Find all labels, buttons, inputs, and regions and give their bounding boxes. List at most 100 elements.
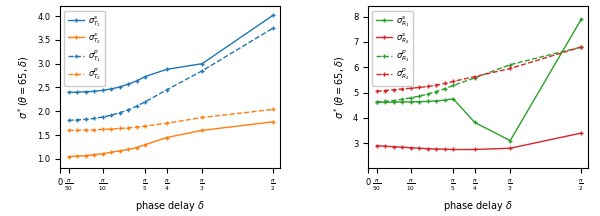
$\sigma^p_{R_1}$: [506, 64, 514, 66]
$\sigma^s_{T_1}$: [133, 79, 140, 82]
$\sigma^s_{R_2}$: [471, 148, 478, 151]
$\sigma^s_{R_2}$: [407, 146, 414, 149]
$\sigma^s_{T_2}$: [125, 148, 132, 151]
$\sigma^p_{R_2}$: [398, 88, 406, 90]
$\sigma^p_{T_1}$: [142, 100, 149, 103]
$\sigma^p_{R_1}$: [373, 101, 380, 103]
$\sigma^s_{R_1}$: [382, 101, 389, 103]
$\sigma^s_{R_2}$: [506, 147, 514, 149]
$\sigma^s_{R_1}$: [433, 100, 440, 102]
$\sigma^p_{T_1}$: [73, 119, 80, 121]
$\sigma^p_{R_1}$: [441, 87, 448, 90]
$\sigma^s_{R_1}$: [506, 139, 514, 142]
$\sigma^s_{R_1}$: [424, 100, 431, 103]
$\sigma^s_{T_1}$: [99, 89, 106, 92]
$\sigma^p_{R_1}$: [416, 95, 423, 97]
$\sigma^s_{T_1}$: [91, 90, 98, 93]
$\sigma^p_{T_2}$: [73, 129, 80, 132]
$\sigma^p_{R_2}$: [578, 46, 585, 48]
Line: $\sigma^p_{T_1}$: $\sigma^p_{T_1}$: [67, 26, 275, 122]
$\sigma^s_{T_1}$: [142, 75, 149, 78]
$\sigma^s_{R_2}$: [578, 132, 585, 134]
$\sigma^s_{T_1}$: [65, 91, 72, 94]
$\sigma^s_{T_2}$: [163, 136, 170, 139]
$\sigma^p_{R_1}$: [382, 100, 389, 103]
$\sigma^s_{R_1}$: [578, 18, 585, 21]
$\sigma^p_{T_1}$: [82, 118, 89, 121]
$\sigma^p_{R_1}$: [450, 84, 457, 87]
$\sigma^s_{R_1}$: [441, 99, 448, 102]
$\sigma^p_{R_2}$: [450, 80, 457, 83]
$\sigma^p_{T_1}$: [133, 105, 140, 107]
$\sigma^p_{R_2}$: [416, 86, 423, 89]
$\sigma^s_{R_2}$: [398, 146, 406, 149]
$\sigma^s_{T_2}$: [65, 155, 72, 158]
$\sigma^p_{R_2}$: [441, 82, 448, 85]
$\sigma^s_{T_1}$: [163, 68, 170, 71]
$\sigma^p_{T_1}$: [163, 89, 170, 91]
$\sigma^p_{T_2}$: [142, 125, 149, 127]
$\sigma^s_{T_1}$: [199, 62, 206, 65]
$\sigma^s_{R_1}$: [373, 101, 380, 103]
$\sigma^p_{T_1}$: [125, 109, 132, 111]
$\sigma^s_{T_1}$: [125, 83, 132, 86]
$\sigma^p_{T_2}$: [65, 129, 72, 132]
$\sigma^p_{R_2}$: [506, 67, 514, 70]
$\sigma^p_{R_2}$: [382, 89, 389, 92]
$\sigma^s_{T_1}$: [270, 14, 277, 16]
$\sigma^p_{R_2}$: [373, 90, 380, 93]
Line: $\sigma^s_{T_2}$: $\sigma^s_{T_2}$: [67, 120, 275, 159]
Line: $\sigma^s_{T_1}$: $\sigma^s_{T_1}$: [67, 13, 275, 94]
$\sigma^p_{T_2}$: [116, 127, 124, 130]
$\sigma^s_{T_2}$: [107, 151, 115, 154]
Line: $\sigma^p_{R_1}$: $\sigma^p_{R_1}$: [374, 45, 583, 104]
$\sigma^p_{R_1}$: [424, 93, 431, 95]
$\sigma^p_{R_1}$: [390, 99, 397, 102]
$\sigma^p_{T_1}$: [65, 119, 72, 122]
$\sigma^s_{R_2}$: [450, 148, 457, 151]
$\sigma^p_{R_1}$: [433, 90, 440, 93]
$\sigma^s_{R_1}$: [416, 100, 423, 103]
$\sigma^p_{R_2}$: [407, 87, 414, 90]
$\sigma^p_{T_2}$: [82, 129, 89, 131]
$\sigma^s_{R_2}$: [390, 145, 397, 148]
$\sigma^p_{T_1}$: [270, 27, 277, 29]
$\sigma^s_{R_1}$: [390, 101, 397, 103]
$\sigma^s_{R_2}$: [416, 147, 423, 149]
$\sigma^s_{T_2}$: [73, 155, 80, 157]
Legend: $\sigma^s_{R_1}$, $\sigma^s_{R_2}$, $\sigma^p_{R_1}$, $\sigma^p_{R_2}$: $\sigma^s_{R_1}$, $\sigma^s_{R_2}$, $\si…: [372, 11, 413, 86]
$\sigma^s_{T_2}$: [116, 149, 124, 152]
$\sigma^p_{T_1}$: [99, 116, 106, 118]
$\sigma^s_{R_2}$: [382, 145, 389, 148]
$\sigma^p_{T_2}$: [107, 128, 115, 130]
$\sigma^s_{T_1}$: [73, 91, 80, 94]
$\sigma^p_{T_2}$: [99, 128, 106, 131]
Line: $\sigma^s_{R_2}$: $\sigma^s_{R_2}$: [374, 131, 583, 152]
$\sigma^p_{T_2}$: [199, 116, 206, 119]
X-axis label: phase delay $\delta$: phase delay $\delta$: [135, 199, 205, 213]
$\sigma^p_{R_2}$: [433, 84, 440, 86]
$\sigma^p_{T_1}$: [199, 70, 206, 72]
$\sigma^s_{R_1}$: [398, 101, 406, 103]
$\sigma^s_{R_1}$: [471, 121, 478, 124]
$\sigma^p_{R_1}$: [578, 46, 585, 48]
$\sigma^p_{T_2}$: [270, 108, 277, 111]
Line: $\sigma^p_{T_2}$: $\sigma^p_{T_2}$: [67, 107, 275, 132]
$\sigma^s_{R_2}$: [441, 148, 448, 151]
$\sigma^s_{R_2}$: [424, 148, 431, 150]
$\sigma^p_{R_2}$: [424, 85, 431, 88]
$\sigma^p_{R_2}$: [390, 89, 397, 91]
$\sigma^p_{T_2}$: [125, 127, 132, 129]
$\sigma^s_{T_2}$: [142, 143, 149, 146]
Legend: $\sigma^s_{T_1}$, $\sigma^s_{T_2}$, $\sigma^p_{T_1}$, $\sigma^p_{T_2}$: $\sigma^s_{T_1}$, $\sigma^s_{T_2}$, $\si…: [64, 11, 105, 86]
$\sigma^s_{T_1}$: [116, 86, 124, 88]
$\sigma^s_{T_2}$: [82, 154, 89, 157]
$\sigma^p_{R_1}$: [407, 97, 414, 99]
Y-axis label: $\sigma^*(\theta=65, \delta)$: $\sigma^*(\theta=65, \delta)$: [332, 56, 347, 119]
$\sigma^p_{T_2}$: [91, 129, 98, 131]
$\sigma^s_{R_1}$: [407, 101, 414, 103]
X-axis label: phase delay $\delta$: phase delay $\delta$: [443, 199, 513, 213]
$\sigma^s_{R_2}$: [433, 148, 440, 150]
$\sigma^s_{T_2}$: [99, 152, 106, 155]
Line: $\sigma^s_{R_1}$: $\sigma^s_{R_1}$: [374, 17, 583, 143]
